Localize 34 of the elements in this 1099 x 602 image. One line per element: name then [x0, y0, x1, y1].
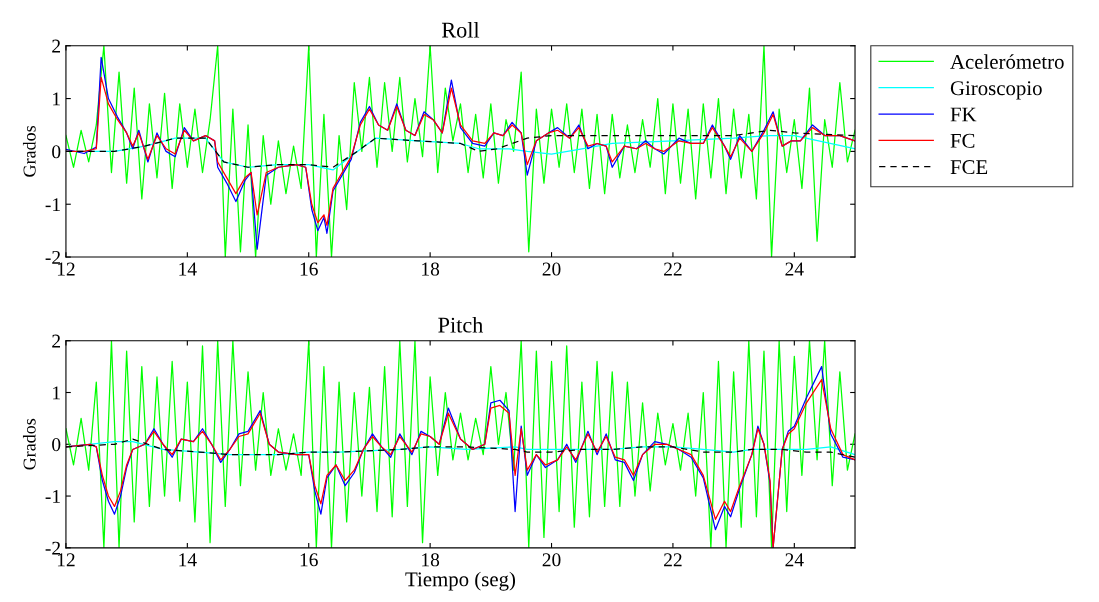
y-axis-title: Grados: [22, 418, 36, 470]
legend-label: FC: [950, 133, 975, 148]
x-tick-label: 16: [300, 262, 318, 276]
legend-label: FK: [950, 107, 977, 122]
x-tick-label: 24: [785, 553, 804, 567]
x-axis-title: Tiempo (seg): [405, 571, 516, 591]
x-tick-label: 18: [422, 262, 440, 276]
y-tick-label: 1: [53, 92, 60, 106]
y-tick-label: 0: [52, 438, 61, 452]
y-tick-label: 0: [52, 145, 61, 159]
x-tick-label: 24: [785, 262, 804, 276]
y-tick-label: -2: [45, 541, 61, 555]
x-tick-label: 12: [57, 553, 75, 567]
y-tick-label: -1: [45, 198, 60, 211]
x-tick-label: 16: [300, 553, 318, 567]
legend-label: Acelerómetro: [950, 54, 1064, 69]
x-tick-label: 22: [664, 262, 682, 276]
legend-label: FCE: [950, 160, 988, 175]
y-tick-label: 2: [52, 39, 61, 53]
y-axis-title: Grados: [22, 125, 36, 177]
y-tick-label: -2: [45, 250, 61, 264]
chart-title: Pitch: [438, 316, 484, 333]
x-tick-label: 22: [664, 553, 682, 567]
x-tick-label: 12: [57, 262, 75, 276]
x-tick-label: 18: [422, 553, 440, 567]
x-tick-label: 14: [179, 262, 197, 276]
y-tick-label: 2: [52, 334, 61, 348]
x-tick-label: 20: [542, 262, 561, 276]
x-tick-label: 20: [542, 553, 561, 567]
y-tick-label: 1: [53, 386, 60, 400]
y-tick-label: -1: [45, 489, 60, 503]
legend-label: Giroscopio: [950, 81, 1042, 100]
x-tick-label: 14: [179, 553, 197, 567]
chart-title: Roll: [441, 22, 480, 38]
